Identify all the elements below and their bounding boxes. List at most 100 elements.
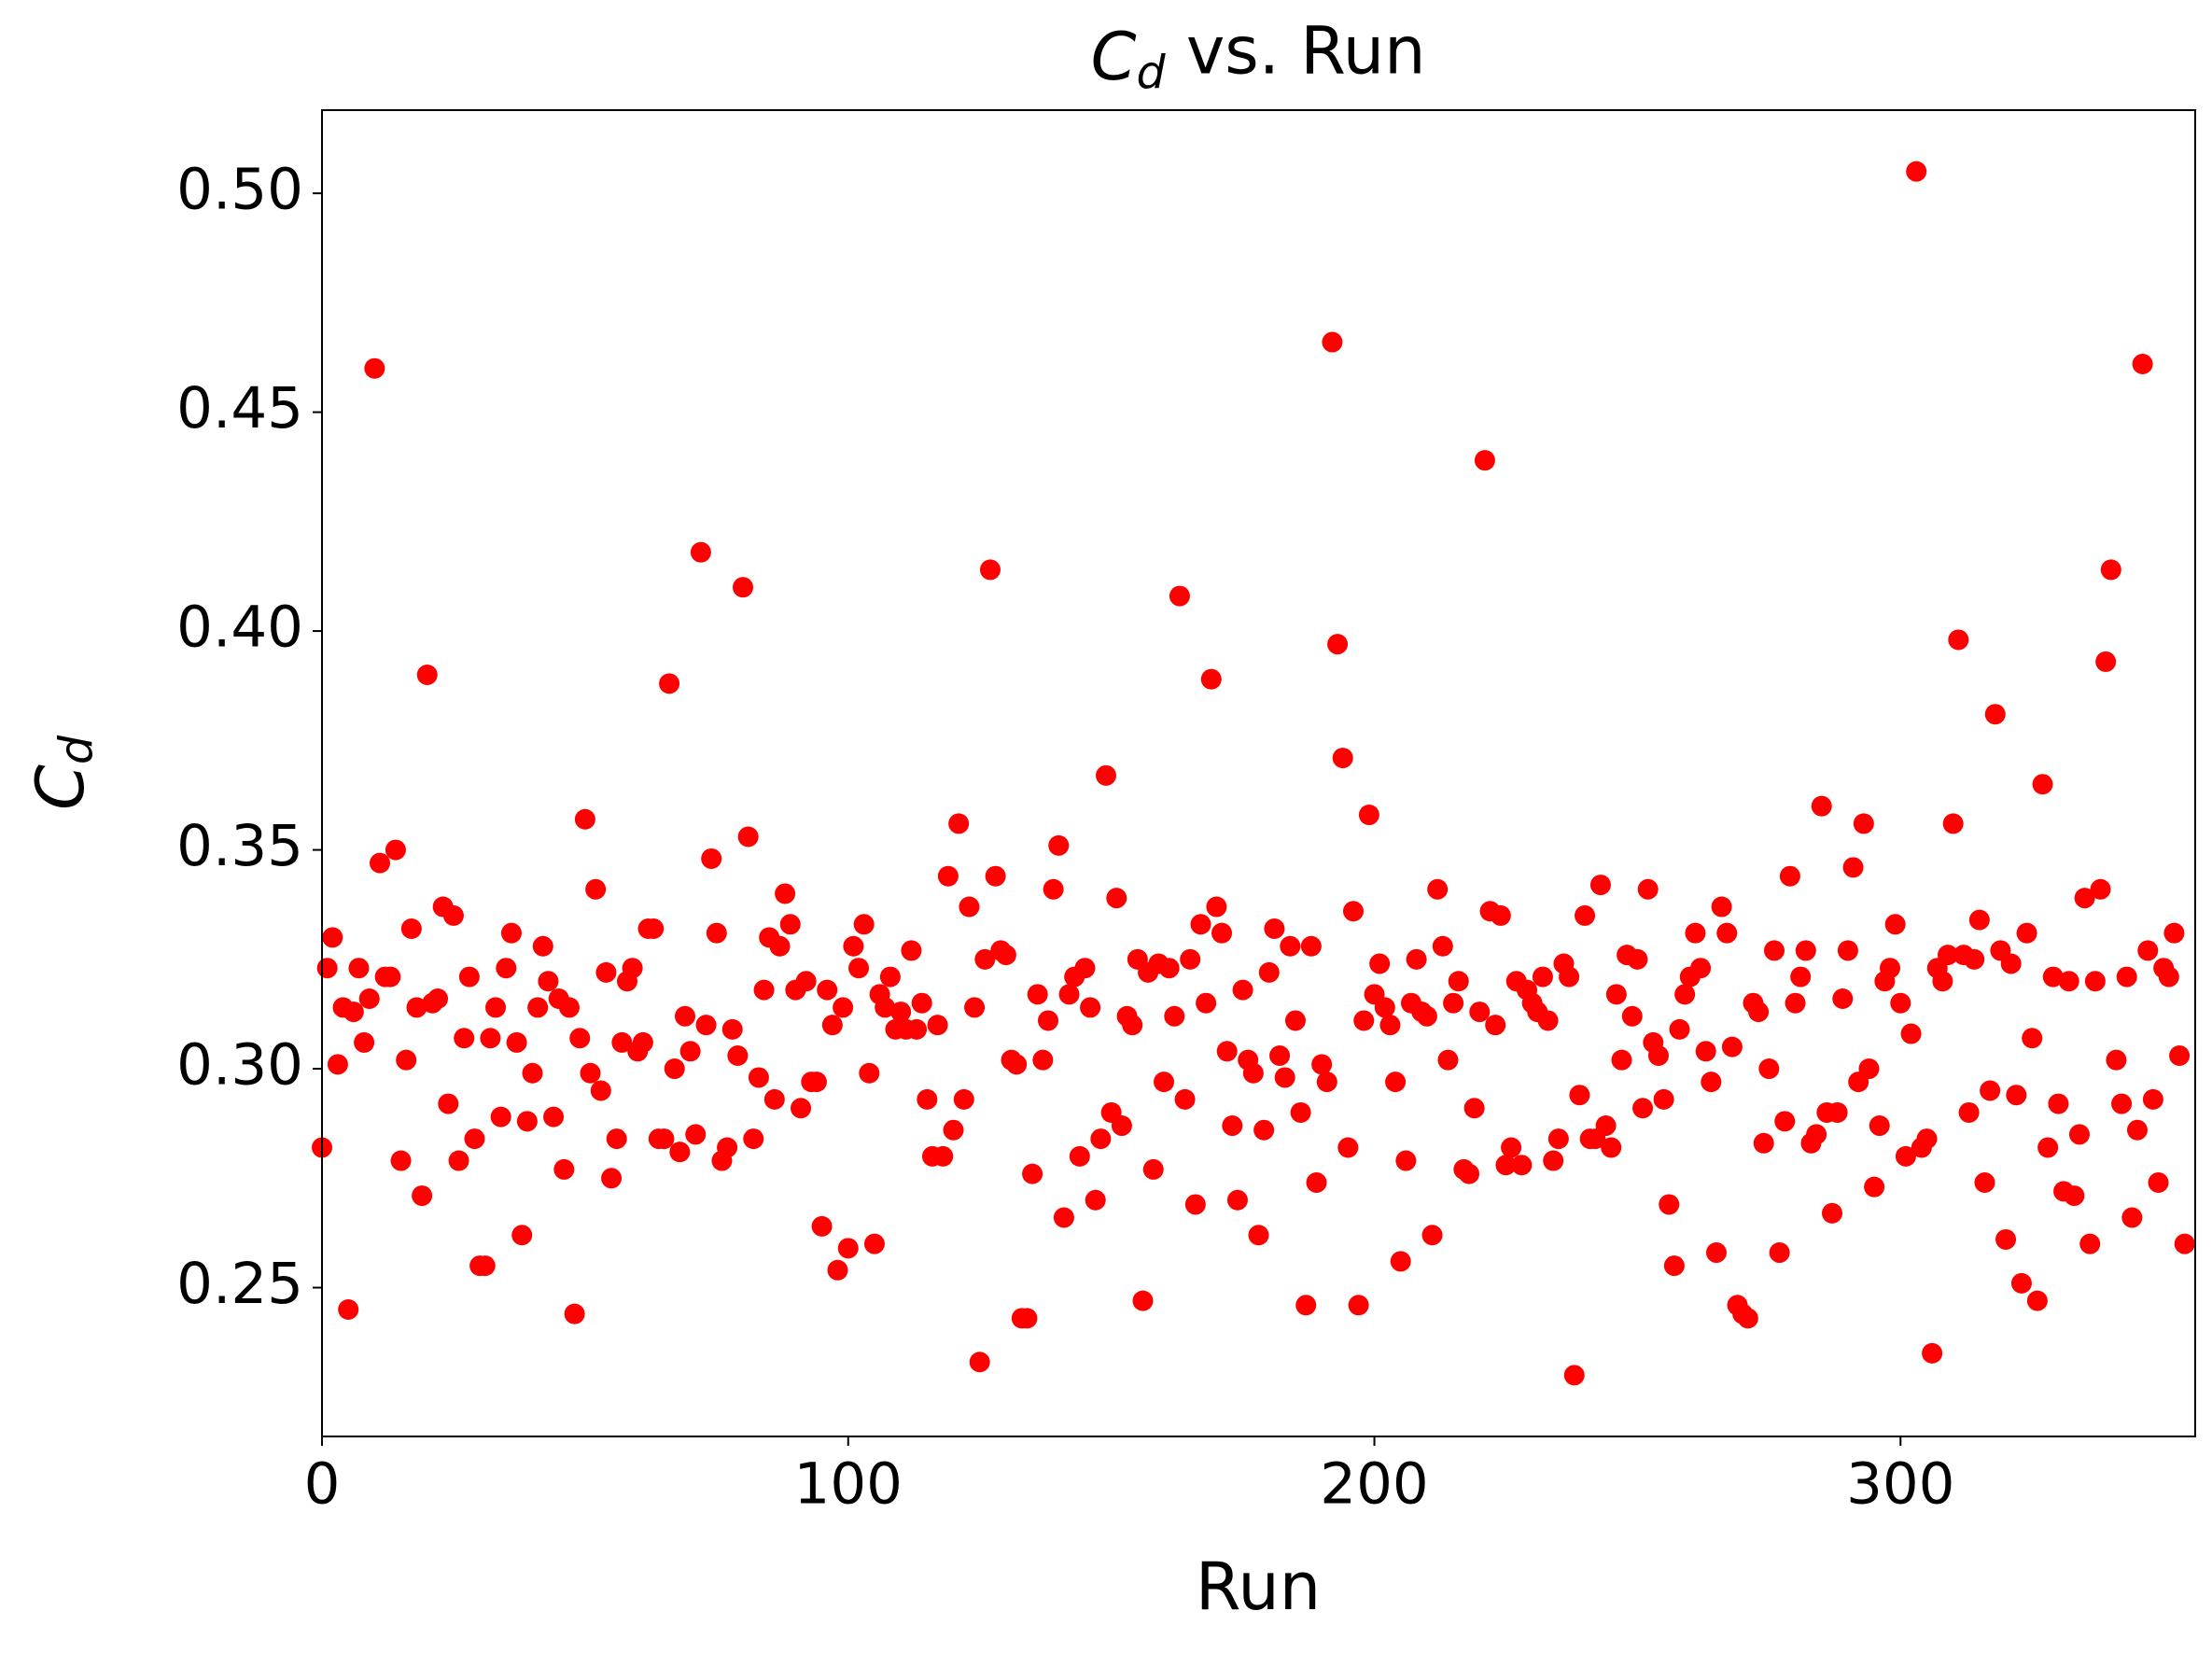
point <box>1569 1085 1590 1106</box>
point <box>1674 984 1696 1005</box>
point <box>1085 1189 1106 1211</box>
point <box>1032 1049 1054 1071</box>
point <box>1190 914 1211 935</box>
point <box>2079 1233 2101 1254</box>
point <box>2006 1085 2027 1106</box>
point <box>1258 961 1280 983</box>
point <box>917 1088 938 1110</box>
point <box>2022 1028 2043 1049</box>
point <box>2042 966 2064 988</box>
point <box>2068 1124 2090 1145</box>
point <box>464 1128 485 1150</box>
point <box>1563 1365 1585 1386</box>
point <box>1242 1062 1264 1084</box>
point <box>500 922 522 944</box>
point <box>701 848 722 869</box>
point <box>1196 992 1217 1014</box>
point <box>1837 940 1858 961</box>
point <box>848 958 870 979</box>
point <box>1248 1225 1269 1246</box>
point <box>390 1150 412 1171</box>
point <box>580 1062 601 1084</box>
point <box>1884 914 1906 935</box>
point <box>358 988 380 1010</box>
point <box>1274 1067 1295 1088</box>
point <box>2137 940 2159 961</box>
point <box>348 958 370 979</box>
point <box>1647 1044 1669 1066</box>
point <box>1621 1005 1643 1027</box>
y-tick-label: 0.25 <box>176 1251 303 1317</box>
point <box>1342 901 1364 922</box>
point <box>416 664 438 685</box>
point <box>1327 634 1349 655</box>
point <box>674 1005 695 1027</box>
point <box>837 1238 859 1259</box>
point <box>396 1049 417 1071</box>
point <box>821 1015 843 1036</box>
point <box>1469 1002 1491 1023</box>
point <box>316 958 338 979</box>
point <box>1353 1010 1375 1031</box>
point <box>1474 450 1495 471</box>
point <box>1385 1072 1407 1093</box>
point <box>664 1058 685 1080</box>
point <box>979 559 1001 581</box>
point <box>1027 984 1048 1005</box>
point <box>1790 966 1812 988</box>
point <box>964 997 986 1018</box>
point <box>1043 878 1064 900</box>
point <box>442 904 464 926</box>
point <box>1300 935 1322 957</box>
point <box>506 1031 527 1053</box>
point <box>695 1015 717 1036</box>
point <box>1443 992 1464 1014</box>
point <box>1111 1115 1132 1137</box>
point <box>1200 668 1222 690</box>
point <box>1822 1202 1843 1224</box>
point <box>927 1015 948 1036</box>
point <box>1880 958 1901 979</box>
point <box>937 865 959 887</box>
point <box>1543 1150 1564 1171</box>
point <box>622 958 643 979</box>
point <box>1864 1176 1885 1198</box>
point <box>1216 1041 1238 1062</box>
point <box>779 914 801 935</box>
point <box>1853 813 1874 834</box>
point <box>527 997 549 1018</box>
point <box>1547 1128 1569 1150</box>
point <box>1916 1128 1938 1150</box>
point <box>380 966 401 988</box>
point <box>1122 1015 1143 1036</box>
point <box>1932 971 1953 992</box>
point <box>496 958 517 979</box>
point <box>1222 1115 1243 1137</box>
point <box>2000 953 2022 974</box>
point <box>690 541 711 563</box>
point <box>1601 1137 1622 1158</box>
point <box>1379 1015 1401 1036</box>
point <box>1090 1128 1112 1150</box>
point <box>1069 1145 1090 1167</box>
point <box>1711 896 1732 918</box>
point <box>370 852 391 874</box>
point <box>474 1255 496 1277</box>
point <box>1427 878 1449 900</box>
point <box>985 865 1006 887</box>
point <box>775 883 796 904</box>
point <box>454 1028 475 1049</box>
point <box>1942 813 1964 834</box>
point <box>753 979 775 1001</box>
point <box>1984 704 2006 725</box>
point <box>727 1044 749 1066</box>
point <box>1437 1049 1459 1071</box>
point <box>879 966 901 988</box>
point <box>1632 1098 1654 1119</box>
point <box>1174 1088 1196 1110</box>
point <box>1511 1155 1533 1176</box>
point <box>748 1067 769 1088</box>
y-tick-label: 0.30 <box>176 1032 303 1099</box>
point <box>1922 1342 1943 1364</box>
point <box>811 1215 833 1237</box>
